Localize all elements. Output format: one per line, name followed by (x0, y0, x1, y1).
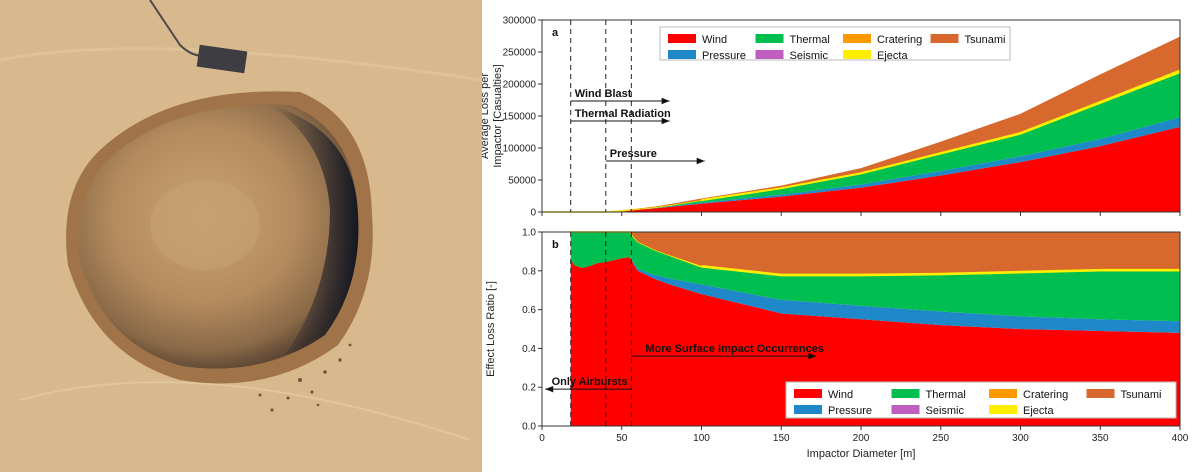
x-tick-label: 0 (539, 433, 545, 444)
y-tick-label: 0.4 (522, 344, 536, 355)
crater-shadow (270, 105, 359, 355)
legend-box (785, 381, 1177, 419)
legend-label-seismic: Seismic (926, 405, 965, 417)
legend-label-pressure: Pressure (702, 50, 746, 62)
legend-swatch-cratering (989, 389, 1017, 398)
area-wind (542, 126, 1180, 212)
legend-swatch-thermal (755, 34, 784, 43)
panel-a-average-loss: 0 50000 100000 150000 200000 250000 300000 a Ave… (482, 16, 1181, 219)
y-tick-label: 250000 (503, 48, 537, 59)
legend-label-thermal: Thermal (926, 389, 966, 401)
y-axis-label: Effect Loss Ratio [-] (485, 281, 497, 377)
x-tick-label: 250 (932, 433, 949, 444)
annotation-label: Thermal Radiation (575, 108, 671, 120)
y-tick-label: 0.6 (522, 305, 536, 316)
y-tick-label: 1.0 (522, 228, 536, 239)
y-axis-label: Impactor [Casualties] (492, 64, 504, 167)
legend-swatch-ejecta (989, 405, 1017, 414)
y-tick-label: 50000 (508, 176, 536, 187)
y-tick-label: 0 (530, 208, 536, 219)
line-ejecta (701, 264, 1180, 276)
legend-label-tsunami: Tsunami (1121, 389, 1162, 401)
x-tick-label: 350 (1092, 433, 1109, 444)
x-tick-label: 200 (853, 433, 870, 444)
line-ejecta (701, 69, 1181, 202)
panel-label: a (552, 27, 559, 39)
legend-swatch-pressure (668, 50, 696, 59)
y-tick-label: 200000 (503, 80, 537, 91)
annotation-arrow-head (661, 97, 670, 105)
panel-label: b (552, 239, 559, 251)
y-tick-label: 100000 (503, 144, 537, 155)
annotation-label: Wind Blast (575, 88, 632, 100)
annotation-label: Only Airbursts (552, 376, 628, 388)
legend-label-pressure: Pressure (828, 405, 872, 417)
legend-swatch-wind (794, 389, 822, 398)
x-tick-label: 400 (1172, 433, 1189, 444)
legend-label-seismic: Seismic (790, 50, 829, 62)
panel-b-effect-loss-ratio: 0.0 0.2 0.4 0.6 0.8 1.0 0 50 100 150 200 250 300 350 4… (485, 228, 1189, 461)
annotation-arrow-head (545, 385, 554, 393)
y-tick-label: 0.2 (522, 383, 536, 394)
x-tick-label: 150 (773, 433, 790, 444)
annotation-label: Pressure (610, 148, 657, 160)
y-tick-label: 150000 (503, 112, 537, 123)
legend-swatch-tsunami (930, 34, 959, 43)
legend-box (659, 26, 1011, 61)
x-tick-label: 100 (693, 433, 710, 444)
annotation-label: More Surface Impact Occurrences (645, 343, 824, 355)
legend-label-tsunami: Tsunami (965, 34, 1006, 46)
legend-label-ejecta: Ejecta (1023, 405, 1054, 417)
annotation-arrow-head (808, 352, 817, 360)
legend-swatch-pressure (794, 405, 822, 414)
legend-swatch-ejecta (843, 50, 871, 59)
visitor-center (196, 44, 248, 74)
legend-label-wind: Wind (702, 34, 727, 46)
legend-label-cratering: Cratering (877, 34, 922, 46)
x-tick-label: 50 (616, 433, 628, 444)
legend-swatch-seismic (755, 50, 784, 59)
x-axis-label: Impactor Diameter [m] (807, 448, 916, 460)
legend-label-wind: Wind (828, 389, 853, 401)
x-tick-label: 300 (1012, 433, 1029, 444)
y-tick-label: 300000 (503, 16, 537, 27)
legend-swatch-cratering (843, 34, 871, 43)
crater-photo (0, 0, 482, 472)
area-thermal (542, 72, 1180, 212)
area-thermal (570, 232, 1180, 322)
legend-label-ejecta: Ejecta (877, 50, 908, 62)
y-tick-label: 0.0 (522, 422, 536, 433)
area-tsunami (570, 232, 1180, 275)
crater-floor (150, 180, 260, 270)
legend-label-thermal: Thermal (790, 34, 830, 46)
legend-swatch-thermal (891, 389, 920, 398)
legend-swatch-wind (668, 34, 696, 43)
legend-swatch-tsunami (1086, 389, 1115, 398)
area-pressure (570, 257, 1180, 333)
legend-label-cratering: Cratering (1023, 389, 1068, 401)
annotation-arrow-head (661, 117, 670, 125)
ejecta-boulders (258, 343, 352, 412)
y-tick-label: 0.8 (522, 266, 536, 277)
y-axis-label: Average Loss per (482, 73, 491, 159)
annotation-arrow-head (696, 157, 705, 165)
loss-charts: 0 50000 100000 150000 200000 250000 300000 a Ave… (482, 16, 1189, 461)
legend-swatch-seismic (891, 405, 920, 414)
